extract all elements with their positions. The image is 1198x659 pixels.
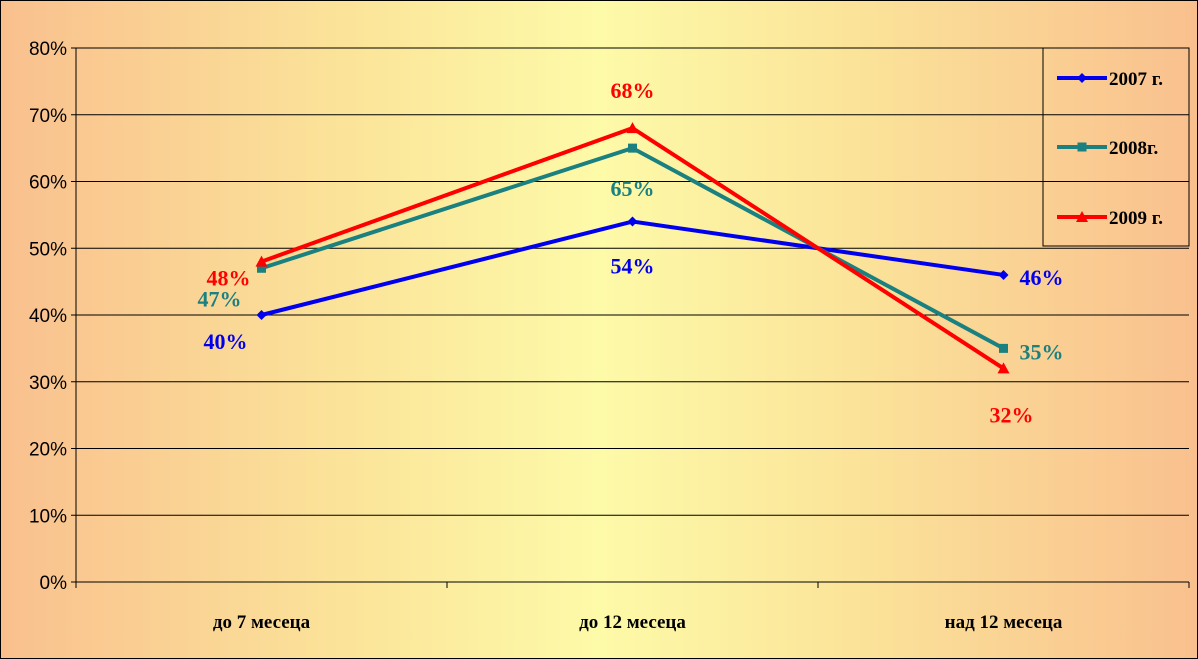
- data-label: 46%: [1020, 265, 1064, 290]
- x-tick-label: над 12 месеца: [945, 612, 1063, 633]
- data-point: [627, 216, 638, 227]
- data-point: [999, 343, 1008, 353]
- data-point: [626, 122, 639, 134]
- legend-label: 2007 г.: [1109, 69, 1163, 90]
- data-labels: 40% 54% 46% 47% 65% 35% 48% 68% 32%: [198, 78, 1064, 427]
- data-point: [998, 269, 1009, 280]
- y-tick-label: 60%: [29, 173, 67, 194]
- x-tick-label: до 7 месеца: [213, 612, 311, 633]
- data-point: [1077, 142, 1087, 152]
- data-point: [1076, 211, 1088, 222]
- y-tick-label: 80%: [29, 39, 67, 60]
- data-label: 54%: [611, 254, 655, 279]
- data-point: [1077, 73, 1087, 83]
- data-point: [256, 310, 267, 320]
- legend-label: 2008г.: [1109, 138, 1158, 159]
- data-label: 48%: [207, 266, 251, 291]
- data-point: [257, 263, 266, 273]
- x-tick-label: до 12 месеца: [579, 612, 686, 633]
- series: [255, 122, 1010, 374]
- y-tick-label: 20%: [29, 440, 67, 461]
- legend: 2007 г. 2008г. 2009 г.: [1042, 47, 1190, 247]
- data-label: 32%: [990, 402, 1034, 427]
- data-point: [628, 143, 637, 153]
- y-tick-label: 0%: [40, 573, 68, 594]
- y-tick-label: 70%: [29, 106, 67, 127]
- y-tick-label: 30%: [29, 373, 67, 394]
- y-tick-label: 10%: [29, 506, 67, 527]
- data-label: 35%: [1020, 339, 1064, 364]
- y-tick-label: 40%: [29, 306, 67, 327]
- data-label: 68%: [611, 78, 655, 103]
- legend-label: 2009 г.: [1109, 208, 1163, 229]
- legend-box: [1042, 47, 1190, 247]
- axes: 0% 10% 20% 30% 40% 50% 60% 70% 80% до 7 месеца до …: [29, 39, 1190, 633]
- data-label: 47%: [198, 286, 242, 311]
- y-tick-label: 50%: [29, 239, 67, 260]
- data-label: 65%: [611, 176, 655, 201]
- data-point: [997, 362, 1010, 374]
- data-point: [255, 255, 268, 267]
- data-label: 40%: [204, 329, 248, 354]
